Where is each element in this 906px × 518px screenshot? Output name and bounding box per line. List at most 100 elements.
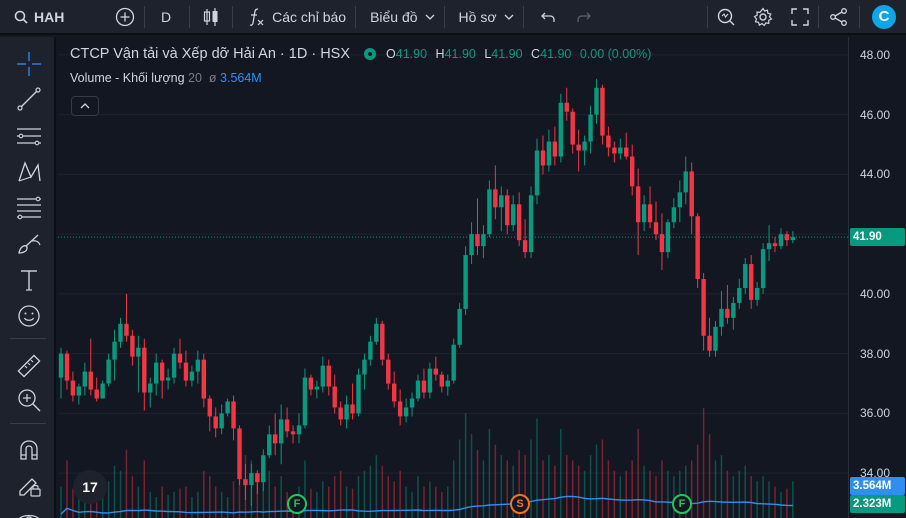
high-value: 41.90 (444, 47, 476, 61)
trend-line-tool[interactable] (14, 84, 44, 114)
pattern-tool[interactable] (14, 157, 44, 187)
zoom-in-tool[interactable] (14, 385, 44, 415)
candle-body (493, 189, 498, 208)
candle-body (475, 234, 480, 247)
candle (528, 186, 534, 259)
toolbar-divider (707, 5, 708, 28)
chart-pane[interactable] (58, 37, 848, 518)
tradingview-logo[interactable]: 17 (73, 470, 107, 504)
candle-body (713, 326, 718, 351)
chart-layout-button[interactable]: Biểu đồ (356, 0, 443, 34)
indicators-button[interactable]: Các chỉ báo (233, 0, 355, 34)
candle (594, 78, 599, 124)
compare-button[interactable] (106, 0, 144, 34)
eye-tool[interactable] (14, 505, 44, 518)
candle (647, 186, 653, 229)
brush-icon (18, 234, 41, 254)
magnet-tool[interactable] (14, 435, 44, 465)
lock-drawings-tool[interactable] (14, 471, 44, 501)
volume-bar (768, 481, 770, 518)
volume-bar (322, 481, 324, 518)
candle (296, 413, 302, 444)
candle (760, 243, 766, 294)
interval-button[interactable]: D (145, 0, 189, 34)
volume-bar (435, 486, 437, 518)
candle (237, 425, 242, 486)
parallel-channel-tool[interactable] (14, 121, 44, 151)
volume-bar (482, 460, 485, 518)
price-tick-label: 38.00 (860, 346, 891, 361)
volume-bar (161, 486, 163, 518)
candle-body (499, 195, 504, 208)
event-marker-financial[interactable]: F (287, 494, 307, 514)
volume-bar (155, 497, 157, 518)
candle (142, 338, 147, 411)
crosshair-tool[interactable] (14, 49, 44, 79)
candle (665, 219, 671, 259)
event-marker-financial[interactable]: F (672, 494, 692, 514)
chart-type-button[interactable] (190, 0, 232, 34)
price-tick-label: 44.00 (860, 167, 891, 182)
volume-bar (447, 486, 449, 518)
candle-body (516, 204, 522, 241)
candle (273, 413, 278, 456)
share-button[interactable] (819, 0, 859, 34)
plus-circle-icon (115, 7, 135, 27)
zoom-in-icon (18, 389, 41, 412)
volume-bar (625, 470, 627, 518)
candle (475, 198, 480, 256)
volume-bar (506, 460, 508, 518)
redo-button[interactable] (566, 0, 602, 34)
candle (58, 347, 64, 399)
toolbar-divider (522, 5, 524, 28)
measure-tool[interactable] (14, 351, 44, 381)
undo-button[interactable] (524, 0, 566, 34)
symbol-search-button[interactable]: HAH (0, 0, 106, 34)
fib-tool[interactable] (14, 193, 44, 223)
chart-legend: CTCP Vận tải và Xếp dỡ Hải An · 1D · HSX… (70, 46, 656, 62)
candle (600, 84, 605, 145)
app-logo[interactable]: C (860, 0, 906, 34)
volume-bar (619, 476, 622, 518)
candle-body (576, 144, 581, 151)
candle-body (570, 111, 575, 145)
price-tick-label: 46.00 (860, 107, 891, 122)
share-icon (829, 7, 849, 27)
candle-body (600, 87, 605, 136)
candle-body (320, 365, 325, 387)
candle (671, 198, 677, 229)
brush-tool[interactable] (14, 229, 44, 259)
candle-body (778, 234, 784, 247)
profile-button[interactable]: Hồ sơ (445, 0, 523, 34)
volume-bar (95, 491, 98, 518)
settings-button[interactable] (744, 0, 782, 34)
candle (719, 290, 724, 336)
quick-search-button[interactable] (708, 0, 744, 34)
volume-bar (524, 455, 526, 518)
volume-bar (583, 470, 586, 518)
collapse-legend-button[interactable] (71, 96, 99, 116)
candle (516, 192, 522, 247)
fullscreen-button[interactable] (782, 0, 818, 34)
candle (368, 335, 373, 366)
volume-bar (756, 481, 758, 518)
emoji-tool[interactable] (14, 301, 44, 331)
volume-bar (786, 488, 788, 518)
event-marker-split[interactable]: S (510, 494, 530, 514)
crosshair-icon (17, 52, 41, 76)
volume-legend[interactable]: Volume - Khối lượng 20 ø 3.564M (70, 71, 262, 85)
candle-body (594, 87, 599, 115)
candle (743, 258, 748, 294)
text-tool[interactable] (14, 265, 44, 295)
volume-bar (191, 497, 193, 518)
volume-bar (470, 434, 473, 518)
volume-value: 3.564M (220, 71, 262, 85)
candle (201, 353, 206, 408)
candle (106, 353, 111, 387)
candle (249, 464, 254, 507)
candle-body (564, 102, 569, 112)
price-axis[interactable]: 48.0046.0044.0042.0040.0038.0036.0034.00… (848, 37, 906, 518)
market-status-icon[interactable] (364, 48, 377, 60)
candle (392, 371, 397, 408)
candle-body (302, 377, 308, 426)
